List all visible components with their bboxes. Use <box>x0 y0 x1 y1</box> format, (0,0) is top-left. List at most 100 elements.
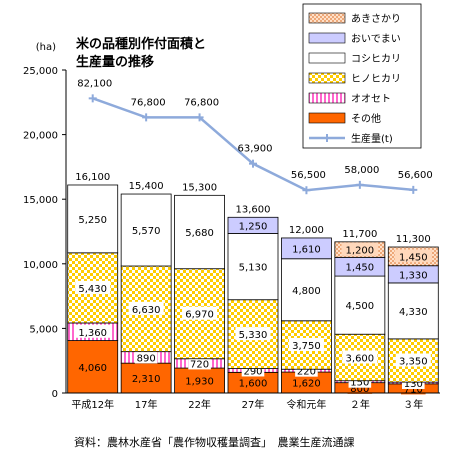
segment-label-bg <box>128 301 164 315</box>
y-axis: 0 5,000 10,000 15,000 20,000 25,000 <box>23 66 67 400</box>
segment-label-bg <box>287 241 325 255</box>
x-tick-label: 27年 <box>242 398 265 411</box>
source-note: 資料：農林水産省「農作物収穫量調査」 農業生産流通課 <box>74 435 355 449</box>
segment-label: 130 <box>404 379 423 390</box>
segment-label: 4,500 <box>346 301 375 312</box>
bar-segment <box>387 282 439 340</box>
segment-label: 1,330 <box>399 270 428 281</box>
segment-label: 5,130 <box>239 263 268 274</box>
segment-label: 1,450 <box>399 252 428 263</box>
segment-label-bg <box>134 350 158 364</box>
production-label: 76,800 <box>184 97 219 108</box>
production-label: 76,800 <box>131 97 166 108</box>
segment-label: 6,630 <box>132 305 161 316</box>
x-tick-label: ３年 <box>403 398 423 411</box>
segment-label-bg <box>288 338 324 352</box>
production-line: 82,100 76,800 76,800 63,900 56,500 58,000 56,6… <box>77 78 433 195</box>
segment-label: 720 <box>190 359 209 370</box>
x-tick-label: 22年 <box>188 398 211 411</box>
segment-label-bg <box>394 249 432 263</box>
legend-swatch <box>308 32 346 44</box>
segment-label-bg <box>341 259 379 273</box>
legend-swatch <box>308 112 346 124</box>
segment-label-bg <box>395 353 431 367</box>
segment-label-bg <box>188 356 211 370</box>
segment-label: 1,360 <box>78 328 107 339</box>
segment-label: 1,620 <box>292 379 321 390</box>
segment-label: 5,250 <box>78 215 107 226</box>
bar-total-label: 12,000 <box>289 225 324 236</box>
segment-label-bg <box>234 218 272 232</box>
segment-label: 800 <box>350 384 369 395</box>
segment-label-bg <box>182 306 218 320</box>
legend-swatch <box>308 52 346 64</box>
x-axis: 平成12年 17年 22年 27年 令和元年 ２年 ３年 <box>66 392 440 411</box>
production-label: 58,000 <box>344 165 379 176</box>
segment-label-bg <box>287 375 325 389</box>
legend-label: おいでまい <box>351 33 401 45</box>
segment-label: 4,330 <box>399 307 428 318</box>
segment-label: 4,060 <box>78 363 107 374</box>
bar-segment <box>227 233 279 301</box>
y-tick-label: 0 <box>52 389 58 400</box>
bar-segment <box>174 194 225 270</box>
segment-label: 290 <box>243 366 262 377</box>
y-tick-label: 25,000 <box>23 66 58 77</box>
segment-label: 5,680 <box>185 228 214 239</box>
legend-label: ヒノヒカリ <box>351 73 401 85</box>
segment-label-bg <box>127 371 165 385</box>
bar-segment <box>120 193 172 267</box>
chart-title-line: 生産量の推移 <box>76 54 154 70</box>
segment-label: 710 <box>404 384 423 395</box>
legend-label: その他 <box>351 112 381 125</box>
bars: 4,060 1,360 5,430 5,250 2,310 890 6,630 5,570 1,… <box>67 184 439 395</box>
segment-label: 1,930 <box>185 377 214 388</box>
bar-totals: 16,100 15,400 15,300 13,600 12,000 11,700 11,3… <box>75 172 431 245</box>
segment-label: 2,310 <box>132 374 161 385</box>
bar-total-label: 13,600 <box>236 204 271 215</box>
segment-label: 220 <box>297 367 316 378</box>
segment-label: 1,200 <box>346 246 375 257</box>
segment-label: 5,330 <box>239 330 268 341</box>
segment-label-bg <box>341 242 379 256</box>
segment-label-bg <box>394 267 432 281</box>
legend-label: オオセト <box>351 93 391 105</box>
segment-label-bg <box>75 280 111 294</box>
production-label: 82,100 <box>77 78 112 89</box>
segment-label: 1,610 <box>292 244 321 255</box>
segment-label: 1,450 <box>346 263 375 274</box>
bar-total-label: 16,100 <box>75 172 110 183</box>
legend-label: コシヒカリ <box>351 53 401 65</box>
production-label: 63,900 <box>238 144 273 155</box>
segment-label: 4,800 <box>292 286 321 297</box>
x-tick-label: 平成12年 <box>71 398 114 411</box>
legend-swatch <box>308 72 346 84</box>
y-tick-label: 20,000 <box>23 131 58 142</box>
legend-swatch <box>308 92 346 104</box>
segment-label: 3,750 <box>292 341 321 352</box>
legend-swatch <box>308 12 346 24</box>
bar-segment <box>67 184 119 254</box>
segment-label: 1,600 <box>239 379 268 390</box>
segment-label: 5,430 <box>78 284 107 295</box>
legend-label: あきさかり <box>351 13 401 25</box>
segment-label: 3,350 <box>399 357 428 368</box>
bar-total-label: 11,700 <box>342 229 377 240</box>
y-axis-unit-label: (ha) <box>36 42 56 53</box>
segment-label: 3,600 <box>346 353 375 364</box>
segment-label-bg <box>342 350 378 364</box>
production-label: 56,600 <box>398 170 433 181</box>
segment-label-bg <box>234 375 272 389</box>
segment-label: 1,250 <box>239 221 268 232</box>
segment-label: 890 <box>137 353 156 364</box>
segment-label-bg <box>181 373 219 387</box>
bar-segment <box>334 275 386 335</box>
x-tick-label: 17年 <box>135 398 158 411</box>
bar-total-label: 15,300 <box>182 182 217 193</box>
segment-label-bg <box>74 359 112 373</box>
bar-total-label: 11,300 <box>396 234 431 245</box>
bar-total-label: 15,400 <box>129 181 164 192</box>
